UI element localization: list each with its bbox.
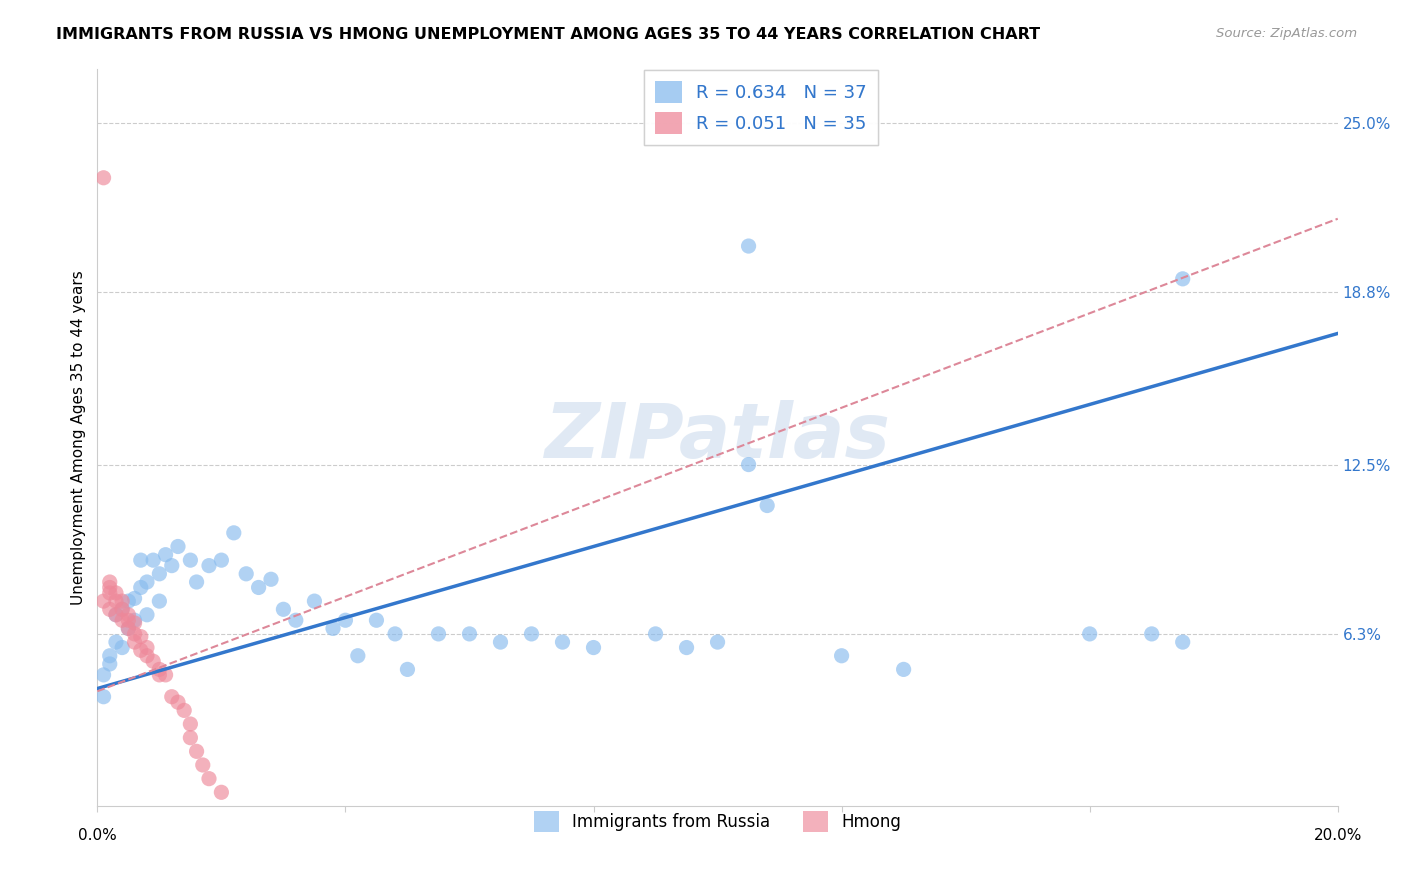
Point	[1078, 627, 1101, 641]
Point	[129, 581, 152, 595]
Point	[117, 622, 139, 636]
Point	[458, 627, 481, 641]
Point	[124, 615, 146, 630]
Point	[124, 635, 146, 649]
Point	[737, 458, 759, 472]
Point	[155, 548, 177, 562]
Point	[706, 635, 728, 649]
Point	[304, 594, 326, 608]
Point	[104, 586, 127, 600]
Point	[148, 594, 170, 608]
Point	[148, 668, 170, 682]
Point	[1171, 635, 1194, 649]
Point	[273, 602, 295, 616]
Point	[179, 717, 201, 731]
Point	[111, 602, 134, 616]
Point	[104, 607, 127, 622]
Point	[111, 640, 134, 655]
Point	[111, 594, 134, 608]
Point	[117, 594, 139, 608]
Point	[111, 602, 134, 616]
Point	[98, 581, 121, 595]
Point	[167, 695, 190, 709]
Point	[155, 668, 177, 682]
Point	[347, 648, 370, 663]
Point	[98, 657, 121, 671]
Point	[1140, 627, 1163, 641]
Text: Source: ZipAtlas.com: Source: ZipAtlas.com	[1216, 27, 1357, 40]
Point	[173, 703, 195, 717]
Point	[1171, 272, 1194, 286]
Point	[98, 602, 121, 616]
Point	[98, 648, 121, 663]
Point	[284, 613, 307, 627]
Text: ZIPatlas: ZIPatlas	[544, 401, 890, 475]
Point	[384, 627, 406, 641]
Point	[124, 591, 146, 606]
Text: 0.0%: 0.0%	[77, 828, 117, 843]
Point	[160, 558, 183, 573]
Point	[186, 574, 208, 589]
Point	[129, 643, 152, 657]
Point	[136, 574, 159, 589]
Point	[322, 622, 344, 636]
Point	[117, 622, 139, 636]
Point	[148, 662, 170, 676]
Point	[520, 627, 543, 641]
Point	[209, 553, 232, 567]
Legend: R = 0.634   N = 37, R = 0.051   N = 35: R = 0.634 N = 37, R = 0.051 N = 35	[644, 70, 877, 145]
Point	[247, 581, 270, 595]
Point	[136, 648, 159, 663]
Point	[136, 640, 159, 655]
Point	[260, 572, 283, 586]
Point	[111, 613, 134, 627]
Point	[117, 607, 139, 622]
Point	[209, 785, 232, 799]
Point	[396, 662, 419, 676]
Point	[104, 635, 127, 649]
Point	[124, 613, 146, 627]
Point	[366, 613, 388, 627]
Point	[893, 662, 915, 676]
Text: 20.0%: 20.0%	[1313, 828, 1362, 843]
Point	[198, 772, 221, 786]
Point	[179, 553, 201, 567]
Point	[104, 594, 127, 608]
Point	[198, 558, 221, 573]
Point	[179, 731, 201, 745]
Point	[675, 640, 697, 655]
Point	[335, 613, 357, 627]
Y-axis label: Unemployment Among Ages 35 to 44 years: Unemployment Among Ages 35 to 44 years	[72, 270, 86, 605]
Point	[104, 607, 127, 622]
Point	[93, 170, 115, 185]
Point	[186, 744, 208, 758]
Point	[142, 654, 165, 668]
Point	[93, 690, 115, 704]
Point	[222, 525, 245, 540]
Point	[124, 627, 146, 641]
Point	[93, 594, 115, 608]
Point	[427, 627, 450, 641]
Point	[93, 668, 115, 682]
Text: IMMIGRANTS FROM RUSSIA VS HMONG UNEMPLOYMENT AMONG AGES 35 TO 44 YEARS CORRELATI: IMMIGRANTS FROM RUSSIA VS HMONG UNEMPLOY…	[56, 27, 1040, 42]
Point	[129, 553, 152, 567]
Point	[142, 553, 165, 567]
Point	[136, 607, 159, 622]
Point	[644, 627, 666, 641]
Point	[167, 540, 190, 554]
Point	[489, 635, 512, 649]
Point	[756, 499, 779, 513]
Point	[737, 239, 759, 253]
Point	[160, 690, 183, 704]
Point	[551, 635, 574, 649]
Point	[129, 630, 152, 644]
Point	[98, 586, 121, 600]
Point	[582, 640, 605, 655]
Point	[235, 566, 257, 581]
Point	[148, 566, 170, 581]
Point	[191, 758, 214, 772]
Point	[117, 613, 139, 627]
Point	[831, 648, 853, 663]
Point	[98, 574, 121, 589]
